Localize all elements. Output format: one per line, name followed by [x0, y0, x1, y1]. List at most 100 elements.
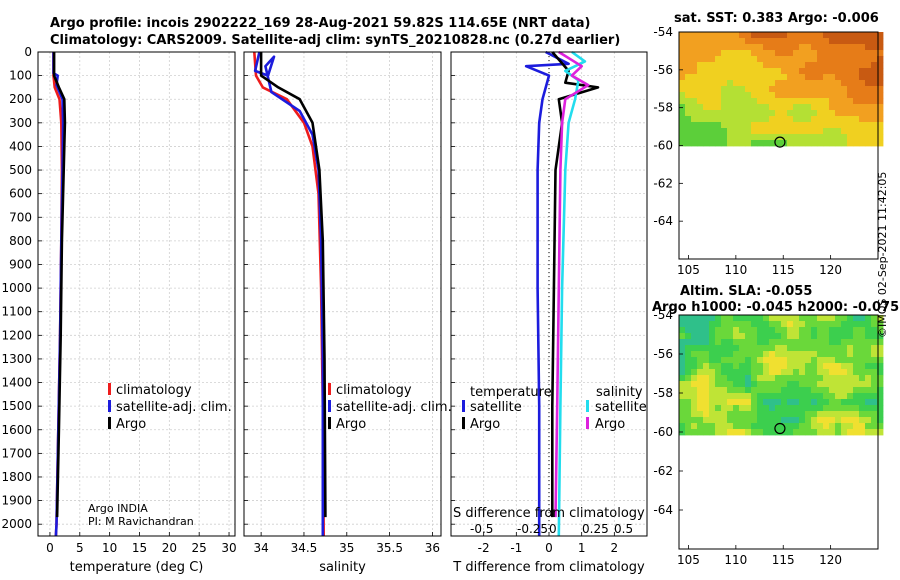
sst_map-cell	[853, 86, 860, 93]
sla_map-cell	[865, 375, 872, 382]
sst_map-cell	[841, 110, 848, 117]
sst_map-cell	[865, 122, 872, 129]
sla_map-cell	[841, 429, 848, 436]
sla_map-cell	[853, 411, 860, 418]
sla_map-cell	[775, 381, 782, 388]
sla_map-cell	[757, 393, 764, 400]
sla_map-cell	[679, 357, 686, 364]
sla_map-cell	[823, 417, 830, 424]
sla_map-cell	[691, 387, 698, 394]
salinity-legend-label: Argo	[336, 417, 366, 432]
sla_map-cell	[757, 405, 764, 412]
sla_map-cell	[709, 327, 716, 334]
sst_map-cell	[847, 68, 854, 75]
sst_map-cell	[679, 74, 686, 81]
sst_map-cell	[811, 56, 818, 63]
sla_map-cell	[871, 315, 878, 322]
sla_map-cell	[841, 411, 848, 418]
salinity-legend-heading: salinity	[596, 385, 643, 400]
sst_map-cell	[709, 56, 716, 63]
sst_map-cell	[811, 134, 818, 141]
sst_map-cell	[679, 68, 686, 75]
difference-secondary-tick-label: -0.5	[470, 522, 493, 536]
sla_map-cell	[739, 345, 746, 352]
sst_map-cell	[817, 116, 824, 123]
difference-series-temperature-argo	[550, 51, 600, 518]
temperature-legend-label: Argo	[470, 417, 500, 432]
sla_map-cell	[787, 333, 794, 340]
sst_map-cell	[841, 38, 848, 45]
sst_map-cell	[757, 44, 764, 51]
sst_map-cell	[781, 68, 788, 75]
sst_map-cell	[751, 122, 758, 129]
sla_map-cell	[847, 423, 854, 430]
sst_map-cell	[739, 122, 746, 129]
sst_map-cell	[793, 62, 800, 69]
sla_map-cell	[871, 339, 878, 346]
sst_map-cell	[781, 32, 788, 39]
sst_map-cell	[859, 128, 866, 135]
sla_map-cell	[781, 321, 788, 328]
sst_map-cell	[709, 140, 716, 147]
sla_map-cell	[733, 429, 740, 436]
sla_map-cell	[811, 321, 818, 328]
sst_map-cell	[697, 134, 704, 141]
sst_map-cell	[799, 74, 806, 81]
salinity-legend-swatch	[328, 417, 331, 429]
sla_map-cell	[727, 321, 734, 328]
sla_map-cell	[835, 363, 842, 370]
sst_map-cell	[757, 62, 764, 69]
sla_map-cell	[871, 429, 878, 436]
temperature-legend-swatch	[462, 400, 465, 412]
sla_map-cell	[745, 357, 752, 364]
sst_map-cell	[847, 44, 854, 51]
sla_map-cell	[763, 399, 770, 406]
sst_map-cell	[865, 68, 872, 75]
sst_map-cell	[823, 56, 830, 63]
sla_map-cell	[679, 327, 686, 334]
sst_map-cell	[871, 134, 878, 141]
sla_map-cell	[769, 357, 776, 364]
sla_map-cell	[841, 357, 848, 364]
sla_map-cell	[721, 333, 728, 340]
sst_map-cell	[703, 122, 710, 129]
sla_map-cell	[781, 381, 788, 388]
sla_map-cell	[799, 333, 806, 340]
sst_map-cell	[781, 44, 788, 51]
sst_map-cell	[763, 110, 770, 117]
sst_map-cell	[859, 56, 866, 63]
sla_map-cell	[715, 351, 722, 358]
salinity-legend-label: Argo	[595, 417, 625, 432]
sla_map-cell	[877, 351, 884, 358]
sst_map-cell	[715, 44, 722, 51]
sla_map-cell	[679, 393, 686, 400]
sla_map-cell	[739, 363, 746, 370]
sla_map-cell	[799, 417, 806, 424]
sst_map-cell	[877, 32, 884, 39]
sla_map-cell	[697, 387, 704, 394]
sla_map-cell	[859, 429, 866, 436]
depth-tick-label: 200	[9, 92, 32, 106]
sst_map-cell	[781, 92, 788, 99]
sst_map-cell	[763, 122, 770, 129]
sst_map-cell	[679, 50, 686, 57]
sla_map-cell	[823, 327, 830, 334]
sst_map-cell	[709, 134, 716, 141]
sst_map-cell	[685, 128, 692, 135]
sla_map-cell	[805, 351, 812, 358]
sla_map-cell	[715, 381, 722, 388]
sst_map-cell	[817, 62, 824, 69]
sst_map-cell	[799, 62, 806, 69]
sst_map-cell	[829, 122, 836, 129]
sst_map-cell	[769, 98, 776, 105]
sst_map-cell	[715, 110, 722, 117]
sst_map-cell	[709, 38, 716, 45]
sst_map-cell	[787, 68, 794, 75]
sst_map-cell	[877, 140, 884, 147]
sla_map-cell	[679, 417, 686, 424]
sla_map-cell	[685, 375, 692, 382]
sst_map-cell	[727, 134, 734, 141]
sla_map-cell	[865, 357, 872, 364]
sst_map-cell	[847, 116, 854, 123]
